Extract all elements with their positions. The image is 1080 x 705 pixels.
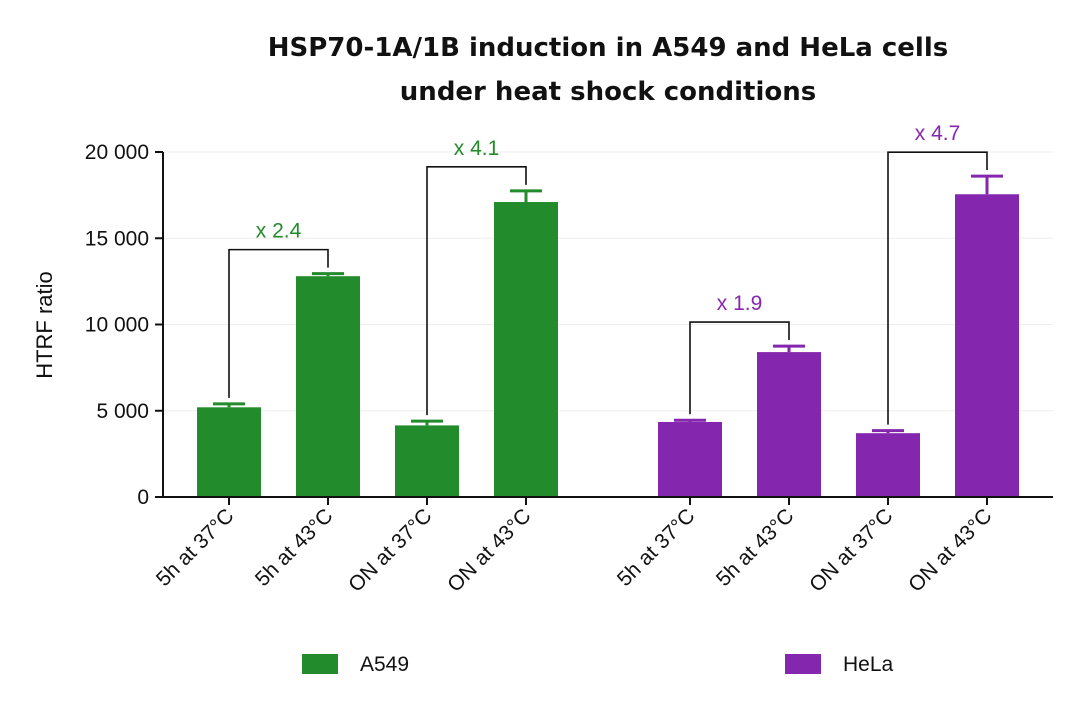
x-tick-label: 5h at 43°C — [251, 504, 338, 591]
x-tick-label: ON at 37°C — [344, 504, 436, 596]
y-ticks: 0 5 000 10 000 15 000 20 000 — [85, 141, 163, 509]
y-tick-label: 20 000 — [85, 141, 149, 164]
fold-change-label: x 4.1 — [454, 137, 500, 160]
y-tick-label: 15 000 — [85, 227, 149, 250]
error-bars — [213, 174, 1003, 434]
bar-hela-1 — [757, 352, 821, 497]
x-ticks: 5h at 37°C 5h at 43°C ON at 37°C ON at 43°C… — [152, 497, 997, 597]
chart-title-line-2: under heat shock conditions — [400, 77, 816, 107]
y-tick-label: 0 — [137, 486, 149, 509]
y-tick-label: 10 000 — [85, 314, 149, 337]
x-tick-label: ON at 37°C — [805, 504, 897, 596]
fold-change-label: x 2.4 — [256, 220, 302, 243]
bar-a549-3 — [494, 202, 558, 497]
bar-hela-2 — [856, 433, 920, 497]
fold-change-bracket — [887, 151, 988, 425]
legend-label-hela: HeLa — [843, 653, 894, 676]
bars — [197, 194, 1019, 497]
bar-a549-2 — [395, 425, 459, 497]
bar-hela-0 — [658, 421, 722, 497]
legend-swatch-hela — [785, 654, 821, 674]
bar-a549-0 — [197, 407, 261, 497]
legend-label-a549: A549 — [360, 653, 409, 676]
x-tick-label: 5h at 37°C — [613, 504, 700, 591]
x-tick-label: ON at 43°C — [904, 504, 996, 596]
fold-change-bracket — [228, 248, 329, 398]
x-tick-label: ON at 43°C — [443, 504, 535, 596]
fold-change-bracket — [689, 321, 790, 415]
y-tick-label: 5 000 — [96, 400, 149, 423]
bar-hela-3 — [955, 194, 1019, 497]
legend-swatch-a549 — [302, 654, 338, 674]
y-axis-label: HTRF ratio — [32, 271, 57, 379]
fold-change-bracket — [426, 166, 527, 416]
x-tick-label: 5h at 43°C — [712, 504, 799, 591]
fold-change-label: x 1.9 — [717, 292, 763, 315]
x-tick-label: 5h at 37°C — [152, 504, 239, 591]
legend: A549 HeLa — [302, 653, 894, 676]
bar-a549-1 — [296, 276, 360, 497]
fold-change-label: x 4.7 — [915, 122, 961, 145]
chart-title-line-1: HSP70-1A/1B induction in A549 and HeLa c… — [268, 33, 948, 63]
fold-change-brackets: x 2.4 x 4.1 x 1.9 x 4.7 — [228, 122, 988, 425]
